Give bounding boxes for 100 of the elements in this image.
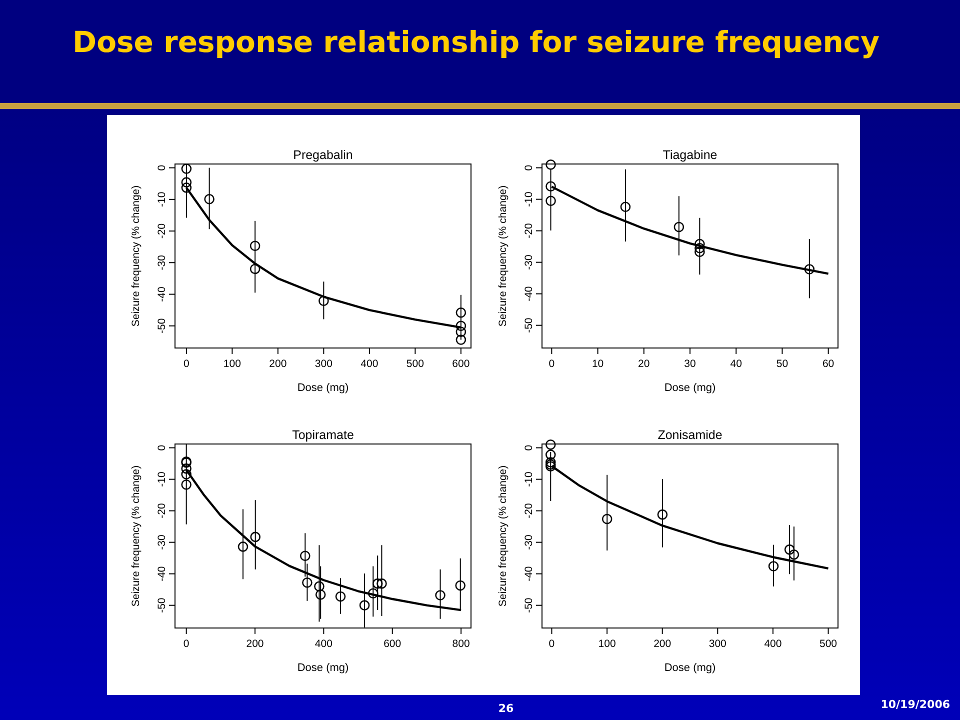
- y-tick-label: 0: [156, 444, 168, 451]
- point: [784, 544, 795, 555]
- y-tick-label: -10: [156, 472, 168, 487]
- y-tick-label: 0: [523, 164, 535, 171]
- x-tick-label: 20: [638, 358, 650, 370]
- x-tick-label: 500: [820, 638, 838, 650]
- y-tick-label: -10: [156, 192, 168, 208]
- y-axis-title: Seizure frequency (% change): [497, 465, 509, 607]
- point: [376, 578, 387, 589]
- x-tick-label: 0: [548, 358, 555, 370]
- x-tick-label: 400: [764, 638, 782, 650]
- point: [300, 550, 310, 561]
- y-tick-label: -40: [523, 286, 535, 302]
- y-tick-label: -20: [156, 503, 168, 518]
- x-axis-title: Dose (mg): [297, 662, 349, 674]
- x-tick-label: 10: [592, 358, 604, 370]
- y-tick-label: -30: [523, 534, 535, 550]
- point: [302, 577, 312, 588]
- point: [768, 561, 779, 572]
- point: [359, 600, 370, 610]
- point: [456, 326, 466, 338]
- y-tick-label: -50: [156, 598, 168, 613]
- point: [545, 457, 556, 468]
- y-tick-label: -10: [523, 472, 535, 487]
- x-tick-label: 600: [384, 638, 402, 650]
- x-tick-label: 200: [654, 638, 672, 650]
- text: 10/19/2006: [880, 698, 950, 711]
- x-tick-label: 0: [183, 638, 190, 650]
- point: [368, 588, 378, 598]
- x-tick-label: 100: [223, 358, 242, 370]
- x-tick-label: 0: [184, 358, 190, 370]
- point: [674, 222, 684, 232]
- point: [456, 307, 466, 318]
- point: [181, 164, 192, 174]
- y-axis-title: Seizure frequency (% change): [130, 465, 142, 607]
- y-tick-label: -40: [156, 566, 168, 582]
- x-tick-label: 600: [452, 358, 470, 370]
- point: [545, 450, 556, 460]
- point: [545, 439, 556, 450]
- point: [546, 196, 556, 206]
- chart-title: Topiramate: [292, 428, 354, 442]
- y-tick-label: -40: [523, 566, 535, 582]
- y-tick-label: -30: [523, 254, 535, 270]
- point: [314, 581, 324, 592]
- point: [602, 514, 612, 524]
- point: [456, 320, 466, 332]
- y-tick-label: -30: [156, 534, 168, 550]
- point: [372, 578, 383, 589]
- x-tick-label: 300: [708, 638, 727, 650]
- y-axis-title: Seizure frequency (% change): [497, 185, 509, 327]
- point: [456, 334, 466, 345]
- y-tick-label: -10: [523, 192, 535, 207]
- x-tick-label: 200: [269, 358, 287, 370]
- point: [435, 590, 446, 600]
- y-axis-title: Seizure frequency (% change): [130, 185, 142, 327]
- point: [250, 264, 260, 274]
- y-tick-label: 0: [156, 164, 168, 171]
- y-tick-label: -20: [156, 223, 168, 239]
- y-tick-label: -40: [156, 286, 168, 302]
- point: [204, 194, 214, 204]
- y-tick-label: 0: [523, 444, 535, 451]
- point: [238, 542, 248, 552]
- point: [804, 264, 815, 274]
- point: [318, 296, 329, 306]
- x-tick-label: 200: [246, 638, 264, 650]
- x-tick-label: 400: [314, 638, 333, 650]
- x-tick-label: 0: [548, 638, 555, 650]
- x-tick-label: 40: [730, 358, 742, 370]
- x-axis-title: Dose (mg): [664, 662, 716, 674]
- point: [788, 549, 800, 560]
- x-tick-label: 400: [360, 358, 378, 370]
- chart-title: Pregabalin: [293, 148, 353, 162]
- y-tick-label: -50: [156, 318, 168, 334]
- point: [250, 532, 261, 542]
- point: [694, 238, 705, 250]
- text: 26: [498, 702, 514, 715]
- chart-title: Tiagabine: [662, 148, 718, 162]
- point: [546, 159, 556, 170]
- point: [181, 182, 192, 193]
- point: [657, 509, 668, 520]
- x-tick-label: 30: [684, 358, 696, 370]
- point: [694, 242, 705, 254]
- y-tick-label: -20: [523, 503, 535, 518]
- point: [694, 246, 705, 258]
- point: [181, 479, 192, 490]
- y-tick-label: -30: [156, 254, 168, 270]
- x-tick-label: 100: [598, 638, 616, 650]
- point: [335, 591, 346, 602]
- x-tick-label: 60: [822, 358, 834, 370]
- x-tick-label: 300: [314, 358, 333, 370]
- point: [546, 181, 556, 192]
- point: [250, 240, 260, 252]
- point: [181, 469, 192, 480]
- point: [181, 177, 192, 188]
- text: Dose response relationship for seizure frequency: [72, 25, 880, 59]
- point: [181, 463, 192, 474]
- y-tick-label: -50: [523, 318, 535, 333]
- x-tick-label: 500: [406, 358, 424, 370]
- y-tick-label: -50: [523, 598, 535, 613]
- x-axis-title: Dose (mg): [297, 382, 349, 394]
